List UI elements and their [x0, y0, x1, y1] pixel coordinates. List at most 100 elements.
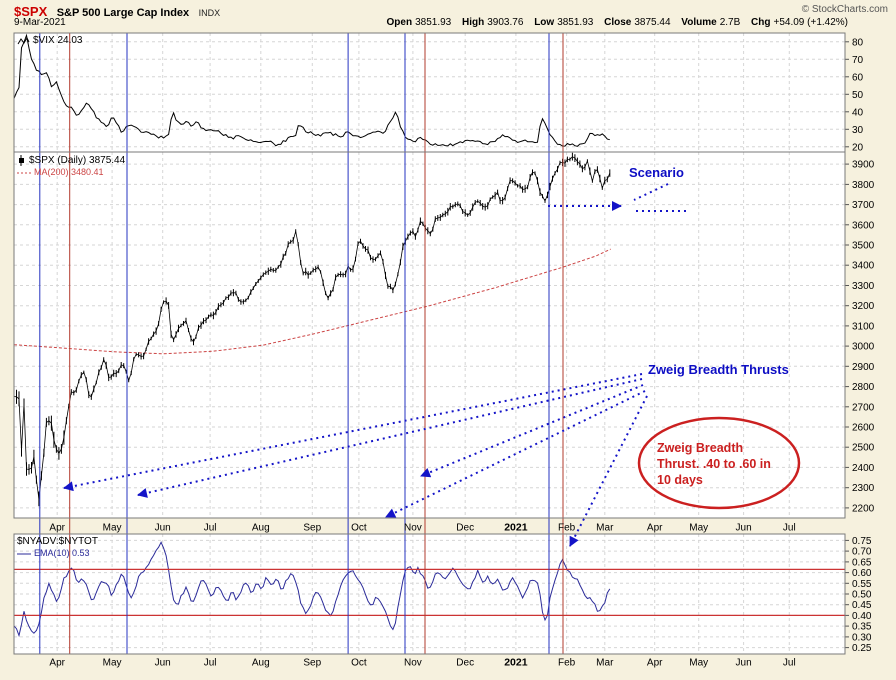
x-tick-label: 2021 — [504, 522, 528, 534]
x-tick-label: Jul — [783, 658, 796, 669]
scenario-label: Scenario — [629, 165, 684, 180]
low-value: 3851.93 — [557, 17, 594, 28]
x-tick-label: May — [689, 523, 708, 534]
symbol: $SPX — [14, 4, 48, 19]
chart-date: 9-Mar-2021 — [14, 17, 66, 28]
x-tick-label: May — [103, 523, 122, 534]
x-tick-label: May — [689, 658, 708, 669]
zweig-arrow-nov — [420, 384, 644, 478]
x-tick-label: Jun — [155, 523, 171, 534]
x-tick-label: May — [103, 658, 122, 669]
x-tick-label: Dec — [456, 523, 474, 534]
y-tick-label: 60 — [852, 72, 864, 83]
y-tick-label: 2500 — [852, 443, 875, 454]
y-tick-label: 2200 — [852, 503, 875, 514]
x-tick-label: Apr — [647, 523, 663, 534]
y-tick-label: 3900 — [852, 160, 875, 171]
x-tick-label: Nov — [404, 523, 422, 534]
y-tick-label: 0.75 — [852, 536, 872, 547]
y-tick-label: 0.55 — [852, 579, 872, 590]
x-tick-label: Aug — [252, 658, 270, 669]
ellipse-text-line2: Thrust. .40 to .60 in — [657, 457, 771, 471]
x-tick-label: Oct — [351, 523, 367, 534]
y-tick-label: 2400 — [852, 463, 875, 474]
zweig-arrow-oct — [385, 390, 646, 518]
low-label: Low — [534, 17, 555, 28]
x-tick-label: Jul — [204, 523, 217, 534]
y-tick-label: 0.35 — [852, 622, 872, 633]
gridlines — [14, 33, 849, 654]
x-tick-label: Jun — [736, 523, 752, 534]
zweig-arrow-may — [137, 378, 643, 498]
y-tick-label: 0.40 — [852, 611, 872, 622]
x-tick-label: Apr — [647, 658, 663, 669]
y-tick-label: 0.65 — [852, 557, 872, 568]
zweig-arrow-feb — [569, 395, 648, 547]
ma200-line — [13, 248, 611, 355]
chg-value: +54.09 (+1.42%) — [773, 17, 849, 28]
x-tick-label: Feb — [558, 523, 576, 534]
y-tick-label: 3700 — [852, 200, 875, 211]
open-value: 3851.93 — [415, 17, 452, 28]
y-tick-label: 50 — [852, 90, 864, 101]
index-name: S&P 500 Large Cap Index — [56, 7, 190, 19]
y-tick-label: 80 — [852, 37, 864, 48]
scenario-pointer-line — [633, 183, 669, 201]
y-tick-label: 0.30 — [852, 632, 872, 643]
x-tick-label: Sep — [303, 658, 321, 669]
y-tick-label: 3500 — [852, 241, 875, 252]
y-tick-label: 2900 — [852, 362, 875, 373]
x-tick-label: Aug — [252, 523, 270, 534]
x-tick-label: Mar — [596, 523, 614, 534]
y-tick-label: 20 — [852, 142, 864, 153]
x-tick-label: Jun — [155, 658, 171, 669]
x-tick-label: Apr — [49, 523, 65, 534]
ellipse-text-line1: Zweig Breadth — [657, 441, 743, 455]
high-value: 3903.76 — [487, 17, 524, 28]
zweig-arrow-apr — [63, 373, 643, 492]
y-tick-label: 30 — [852, 125, 864, 136]
y-tick-label: 3100 — [852, 321, 875, 332]
x-tick-label: Dec — [456, 658, 474, 669]
y-tick-label: 3200 — [852, 301, 875, 312]
y-tick-label: 3000 — [852, 342, 875, 353]
y-tick-label: 40 — [852, 107, 864, 118]
panel-borders — [13, 32, 846, 655]
high-label: High — [462, 17, 485, 28]
x-tick-label: Feb — [558, 658, 576, 669]
close-label: Close — [604, 17, 632, 28]
y-tick-label: 0.50 — [852, 590, 872, 601]
y-tick-label: 0.60 — [852, 568, 872, 579]
breadth-line — [13, 541, 611, 638]
vix-line — [13, 33, 610, 147]
y-tick-label: 2700 — [852, 402, 875, 413]
volume-label: Volume — [681, 17, 717, 28]
header: $SPX S&P 500 Large Cap Index INDX — [14, 3, 220, 21]
y-tick-label: 3600 — [852, 220, 875, 231]
y-tick-label: 0.70 — [852, 547, 872, 558]
y-tick-label: 2600 — [852, 423, 875, 434]
x-tick-label: Nov — [404, 658, 422, 669]
close-value: 3875.44 — [634, 17, 671, 28]
y-tick-label: 2300 — [852, 483, 875, 494]
panel-backgrounds — [14, 33, 845, 654]
zweig-label: Zweig Breadth Thrusts — [648, 362, 789, 377]
annotations-layer: Scenario Zweig Breadth Thrusts Zweig Bre… — [63, 165, 801, 547]
axis-labels: 20 30 40 50 60 70 80 2200 2300 2400 2500 2600 2700 28… — [49, 37, 874, 668]
ellipse-text-line3: 10 days — [657, 473, 703, 487]
copyright: © StockCharts.com — [801, 4, 888, 15]
data-series — [13, 33, 611, 638]
x-tick-label: Jun — [736, 658, 752, 669]
quote-bar: Open 3851.93 High 3903.76 Low 3851.93 Close… — [387, 17, 848, 28]
y-tick-label: 3300 — [852, 281, 875, 292]
x-tick-label: Sep — [303, 523, 321, 534]
x-tick-label: 2021 — [504, 657, 528, 669]
volume-value: 2.7B — [719, 17, 741, 28]
x-tick-label: Apr — [49, 658, 65, 669]
exchange-label: INDX — [198, 8, 221, 18]
event-lines — [14, 33, 845, 654]
chg-label: Chg — [751, 17, 771, 28]
spx-panel-bg — [14, 152, 845, 518]
